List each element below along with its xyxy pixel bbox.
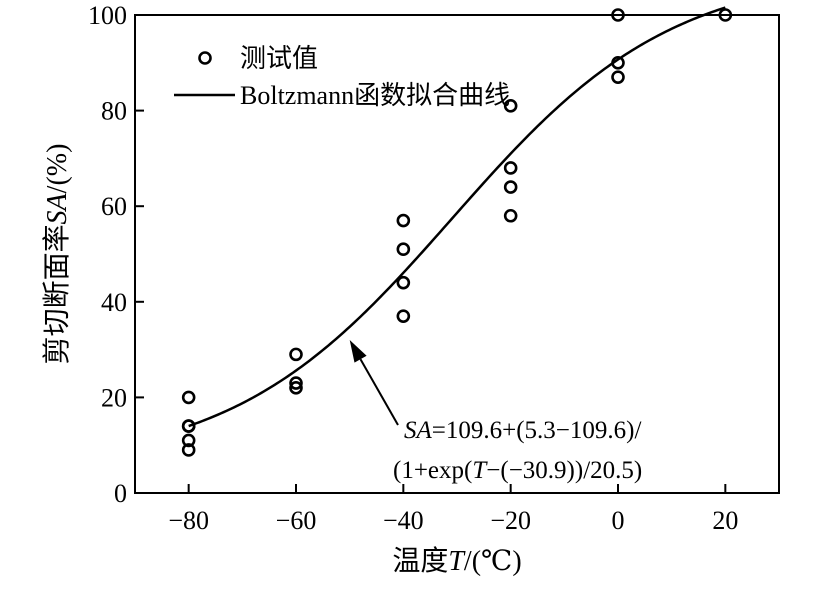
x-tick-label: −80	[168, 506, 209, 535]
data-point	[181, 443, 196, 457]
data-point	[289, 376, 303, 390]
x-axis-title-prefix: 温度	[392, 545, 448, 577]
equation-line-2-b: −(−30.9))/20.5)	[486, 457, 642, 484]
legend: 测试值 Boltzmann函数拟合曲线	[174, 44, 510, 110]
data-point	[503, 208, 518, 223]
y-tick-label: 100	[88, 1, 127, 30]
y-axis-title-var: SA	[42, 192, 73, 224]
equation-line-1-rest: =109.6+(5.3−109.6)/	[432, 417, 642, 444]
data-point	[611, 55, 625, 70]
data-points-layer	[181, 8, 733, 457]
y-tick-label: 60	[101, 192, 127, 221]
annotation-arrow	[359, 358, 399, 426]
data-point	[611, 8, 625, 22]
data-point	[396, 275, 411, 290]
equation-var-sa: SA	[404, 417, 433, 444]
y-tick-label: 80	[101, 97, 127, 126]
equation-var-t: T	[472, 457, 488, 484]
x-tick-label: −40	[383, 506, 424, 535]
data-point	[289, 347, 303, 362]
data-point	[503, 180, 518, 194]
equation-line-2: (1+exp(T−(−30.9))/20.5)	[393, 457, 642, 484]
x-tick-label: −60	[276, 506, 317, 535]
axis-ticks: −80 −60 −40 −20 0 20 0 20 40 60 80 100	[88, 1, 738, 535]
y-tick-label: 40	[101, 288, 127, 317]
x-axis-title-var: T	[448, 546, 466, 577]
fit-curve-layer	[188, 6, 726, 428]
y-tick-label: 20	[101, 383, 127, 412]
data-point	[718, 8, 733, 22]
plot-frame	[134, 14, 780, 494]
legend-marker-circle	[198, 51, 212, 65]
data-point	[181, 390, 196, 405]
data-point	[396, 242, 411, 257]
x-tick-label: 0	[612, 506, 625, 535]
y-axis-title-suffix: /(%)	[42, 144, 73, 194]
data-point	[181, 419, 196, 433]
fit-curve	[188, 6, 726, 428]
equation-line-2-a: (1+exp(	[393, 457, 472, 484]
equation-annotation: SA=109.6+(5.3−109.6)/ (1+exp(T−(−30.9))/…	[349, 340, 642, 484]
x-axis-title: 温度T/(℃)	[392, 545, 521, 577]
data-point	[503, 99, 518, 113]
data-point	[181, 433, 196, 448]
y-axis-title: 剪切断面率SA/(%)	[41, 144, 73, 365]
legend-label-measured: 测试值	[240, 44, 318, 73]
data-point	[396, 309, 411, 323]
x-tick-label: −20	[490, 506, 531, 535]
equation-line-1: SA=109.6+(5.3−109.6)/	[404, 417, 641, 444]
y-tick-label: 0	[114, 479, 127, 508]
legend-label-fit: Boltzmann函数拟合曲线	[240, 81, 510, 110]
y-axis-title-prefix: 剪切断面率	[41, 224, 73, 364]
annotation-arrowhead	[349, 340, 367, 363]
data-point	[611, 70, 625, 84]
data-point	[503, 161, 518, 175]
data-point	[289, 381, 303, 395]
data-point	[396, 213, 411, 228]
x-axis-title-suffix: /(℃)	[464, 546, 522, 577]
x-tick-label: 20	[712, 506, 738, 535]
